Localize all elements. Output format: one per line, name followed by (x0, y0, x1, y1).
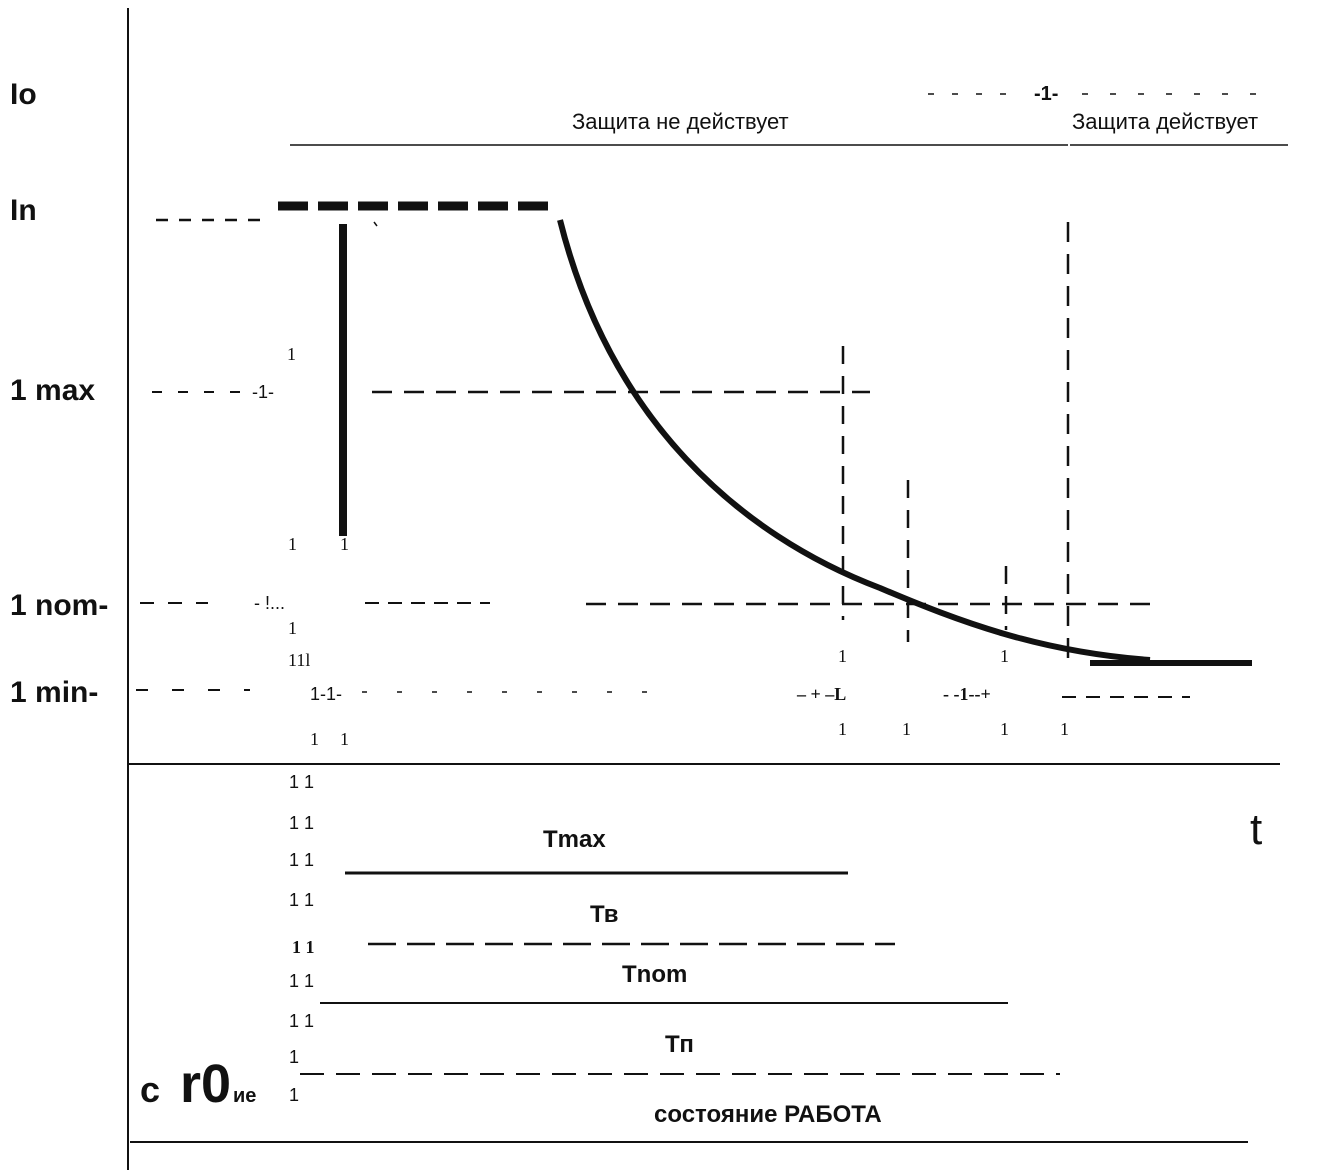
period-tnom-label: Tnom (622, 961, 687, 988)
imin-right-marks-a: – + –L (796, 684, 846, 704)
tick-mark: 1 (288, 618, 297, 638)
label-io: Io (10, 78, 37, 111)
tick-mark: 1 (1060, 719, 1069, 739)
tick-mark: 1 (310, 729, 319, 749)
tick-mark: 1 (1000, 719, 1009, 739)
period-tp-label: Тп (665, 1031, 694, 1058)
imin-right-marks-b: - -1--+ (943, 684, 991, 704)
state-label: состояние РАБОТА (654, 1101, 882, 1128)
inom-dash-mark: - !... (254, 593, 285, 613)
tick-column-mark: 1 (289, 1085, 299, 1105)
in-small-mark (373, 221, 378, 227)
bottom-left-fragment-a: c (140, 1069, 160, 1110)
imin-marks: 1-1- (310, 684, 342, 704)
label-imax: 1 max (10, 374, 95, 407)
tick-column-mark: 1 1 (289, 813, 314, 833)
tick-mark: 1 (287, 344, 296, 364)
label-imin: 1 min- (10, 676, 98, 709)
tick-column-mark-large: 1 1 (292, 937, 315, 957)
inverse-time-curve (557, 219, 1151, 663)
tick-mark: 1 (902, 719, 911, 739)
period-tv-label: Тв (590, 901, 619, 928)
period-tmax-label: Tmax (543, 826, 606, 853)
label-inom: 1 nom- (10, 589, 108, 622)
tick-column-mark: 1 1 (289, 971, 314, 991)
tick-column-mark: 1 1 (289, 772, 314, 792)
imax-dash-mark: -1- (252, 382, 274, 402)
zone-active-label: Защита действует (1072, 109, 1258, 134)
tick-mark: 1 (838, 719, 847, 739)
tick-mark: 1 (838, 646, 847, 666)
tick-mark: 11l (288, 650, 310, 670)
tick-mark: 1 (288, 534, 297, 554)
tick-mark: 1 (340, 729, 349, 749)
zone-inactive-label: Защита не действует (572, 109, 789, 134)
bottom-left-fragment-b: r0 (180, 1054, 231, 1114)
tick-mark: 1 (1000, 646, 1009, 666)
label-in: In (10, 194, 37, 227)
tick-column-mark: 1 1 (289, 1011, 314, 1031)
tick-column-mark: 1 1 (289, 850, 314, 870)
label-t: t (1250, 805, 1262, 854)
io-dash-mark: -1- (1034, 83, 1058, 105)
tick-mark: 1 (340, 534, 349, 554)
bottom-left-fragment-c: ие (233, 1085, 256, 1107)
tick-column-mark: 1 1 (289, 890, 314, 910)
tick-column-mark: 1 (289, 1047, 299, 1067)
